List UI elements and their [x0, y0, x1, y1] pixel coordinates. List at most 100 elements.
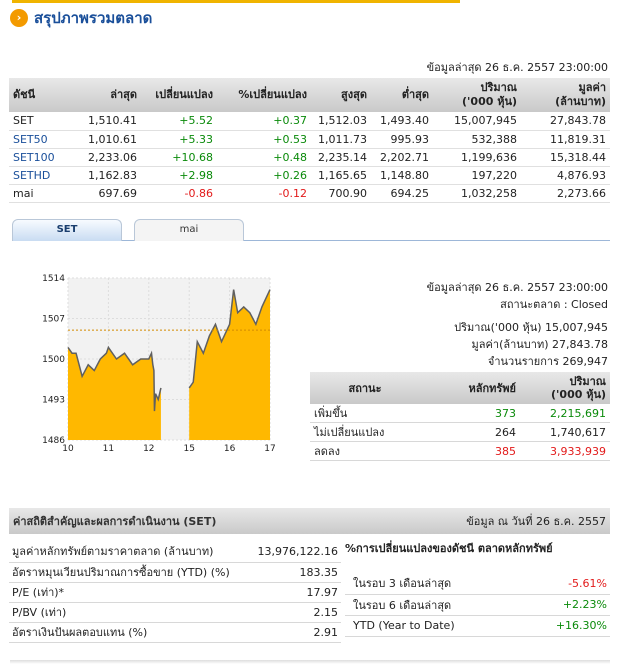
breadth-label: ลดลง	[310, 441, 420, 461]
index-change: +10.68	[141, 148, 217, 167]
stat-label: P/E (เท่า)*	[9, 582, 239, 603]
index-volume: 1,199,636	[433, 148, 521, 167]
snapshot-asof: ข้อมูลล่าสุด 26 ธ.ค. 2557 23:00:00	[426, 281, 608, 294]
table-row: ในรอบ 6 เดือนล่าสุด +2.23%	[345, 594, 610, 616]
stat-value: 2.15	[239, 602, 341, 623]
change-value: +2.23%	[515, 594, 610, 616]
index-high: 1,165.65	[311, 166, 371, 185]
snapshot-trades: จำนวนรายการ 269,947	[427, 353, 608, 370]
change-value: +16.30%	[515, 615, 610, 637]
table-row: ในรอบ 3 เดือนล่าสุด -5.61%	[345, 573, 610, 595]
index-last: 697.69	[71, 184, 141, 203]
breadth-header: สถานะ หลักทรัพย์ ปริมาณ ('000 หุ้น)	[310, 372, 610, 404]
index-volume: 15,007,945	[433, 112, 521, 131]
table-row: มูลค่าหลักทรัพย์ตามราคาตลาด (ล้านบาท) 13…	[9, 542, 341, 563]
stat-value: 17.97	[239, 582, 341, 603]
stat-value: 13,976,122.16	[239, 542, 341, 563]
col-breadth-volume-label: ปริมาณ	[569, 375, 606, 388]
index-name-link[interactable]: SET50	[9, 130, 71, 149]
breadth-count: 264	[420, 422, 520, 442]
chart-x-tick-label: 17	[264, 444, 275, 454]
index-low: 1,148.80	[371, 166, 433, 185]
table-row: SET100 2,233.06 +10.68 +0.48 2,235.14 2,…	[9, 148, 610, 167]
chart-series-line	[67, 345, 162, 412]
page-header: › สรุปภาพรวมตลาด	[10, 8, 152, 28]
snapshot-status-value: Closed	[571, 298, 608, 311]
index-name: mai	[9, 184, 71, 203]
chart-series	[67, 289, 271, 440]
chart-y-tick-label: 1514	[42, 274, 65, 284]
table-row: ไม่เปลี่ยนแปลง 264 1,740,617	[310, 422, 610, 442]
col-breadth-volume-unit: ('000 หุ้น)	[551, 388, 606, 401]
col-volume: ปริมาณ ('000 หุ้น)	[433, 78, 521, 112]
index-value: 4,876.93	[521, 166, 610, 185]
stats-header: ค่าสถิติสำคัญและผลการดำเนินงาน (SET) ข้อ…	[9, 508, 610, 534]
index-change: +5.52	[141, 112, 217, 131]
chart-x-tick-label: 15	[183, 444, 194, 454]
col-low: ต่ำสุด	[401, 88, 429, 101]
snapshot-volume-label: ปริมาณ('000 หุ้น)	[454, 321, 542, 334]
table-row: mai 697.69 -0.86 -0.12 700.90 694.25 1,0…	[9, 184, 610, 203]
chart-y-tick-label: 1493	[42, 396, 65, 406]
stats-asof: ข้อมูล ณ วันที่ 26 ธ.ค. 2557	[466, 515, 606, 528]
tab-set[interactable]: SET	[12, 219, 122, 241]
snapshot-trades-label: จำนวนรายการ	[487, 355, 559, 368]
set-intraday-chart: 1514 1507 1500 1493 1486 10 11 12 15 16 17	[42, 274, 276, 454]
index-value: 27,843.78	[521, 112, 610, 131]
chart-x-tick-label: 10	[62, 444, 74, 454]
stat-value: 183.35	[239, 562, 341, 583]
index-last: 1,010.61	[71, 130, 141, 149]
col-status: สถานะ	[348, 381, 382, 395]
index-volume: 197,220	[433, 166, 521, 185]
table-row: SET50 1,010.61 +5.33 +0.53 1,011.73 995.…	[9, 130, 610, 149]
tab-mai[interactable]: mai	[134, 219, 244, 241]
index-value: 15,318.44	[521, 148, 610, 167]
index-high: 700.90	[311, 184, 371, 203]
index-name: SET	[9, 112, 71, 131]
col-breadth-volume: ปริมาณ ('000 หุ้น)	[520, 372, 610, 404]
col-high: สูงสุด	[341, 88, 367, 101]
snapshot-value: มูลค่า(ล้านบาท) 27,843.78	[427, 336, 608, 353]
stat-label: มูลค่าหลักทรัพย์ตามราคาตลาด (ล้านบาท)	[9, 542, 239, 563]
col-change: เปลี่ยนแปลง	[155, 88, 213, 101]
breadth-table: สถานะ หลักทรัพย์ ปริมาณ ('000 หุ้น) เพิ่ม…	[310, 372, 610, 461]
col-value: มูลค่า (ล้านบาท)	[521, 78, 610, 112]
index-value: 11,819.31	[521, 130, 610, 149]
market-tabs: SET mai	[12, 219, 610, 241]
col-pct: %เปลี่ยนแปลง	[238, 88, 307, 101]
index-last: 1,162.83	[71, 166, 141, 185]
stat-label: อัตราหมุนเวียนปริมาณการซื้อขาย (YTD) (%)	[9, 562, 239, 583]
stat-value: 2.91	[239, 622, 341, 643]
table-row: P/BV (เท่า) 2.15	[9, 602, 341, 623]
col-index: ดัชนี	[13, 88, 36, 101]
snapshot-panel: ข้อมูลล่าสุด 26 ธ.ค. 2557 23:00:00 สถานะ…	[427, 279, 608, 370]
index-name-link[interactable]: SET100	[9, 148, 71, 167]
index-table-header: ดัชนี ล่าสุด เปลี่ยนแปลง %เปลี่ยนแปลง สู…	[9, 78, 610, 112]
chart-x-tick-label: 11	[103, 444, 114, 454]
chart-x-tick-label: 16	[224, 444, 236, 454]
col-securities: หลักทรัพย์	[468, 381, 516, 395]
table-row: ลดลง 385 3,933,939	[310, 441, 610, 461]
index-name-link[interactable]: SETHD	[9, 166, 71, 185]
snapshot-trades-value: 269,947	[562, 355, 609, 368]
snapshot-status: สถานะตลาด : Closed	[500, 298, 608, 311]
top-accent-line	[12, 0, 460, 3]
page-title: สรุปภาพรวมตลาด	[34, 9, 153, 27]
index-change: +5.33	[141, 130, 217, 149]
index-pct: +0.37	[217, 112, 311, 131]
chart-y-tick-label: 1500	[42, 355, 65, 365]
col-value-label: มูลค่า	[578, 81, 606, 94]
index-pct: +0.26	[217, 166, 311, 185]
table-row: เพิ่มขึ้น 373 2,215,691	[310, 404, 610, 423]
bottom-shadow	[10, 660, 610, 664]
breadth-count: 373	[420, 404, 520, 423]
chart-x-tick-label: 12	[143, 444, 154, 454]
breadth-volume: 3,933,939	[520, 441, 610, 461]
table-row: SET 1,510.41 +5.52 +0.37 1,512.03 1,493.…	[9, 112, 610, 131]
table-row: YTD (Year to Date) +16.30%	[345, 615, 610, 637]
chart-area-fill	[68, 347, 161, 440]
stats-title: ค่าสถิติสำคัญและผลการดำเนินงาน (SET)	[13, 515, 217, 528]
chart-y-tick-label: 1507	[42, 315, 65, 325]
index-last: 2,233.06	[71, 148, 141, 167]
table-row: อัตราหมุนเวียนปริมาณการซื้อขาย (YTD) (%)…	[9, 562, 341, 583]
